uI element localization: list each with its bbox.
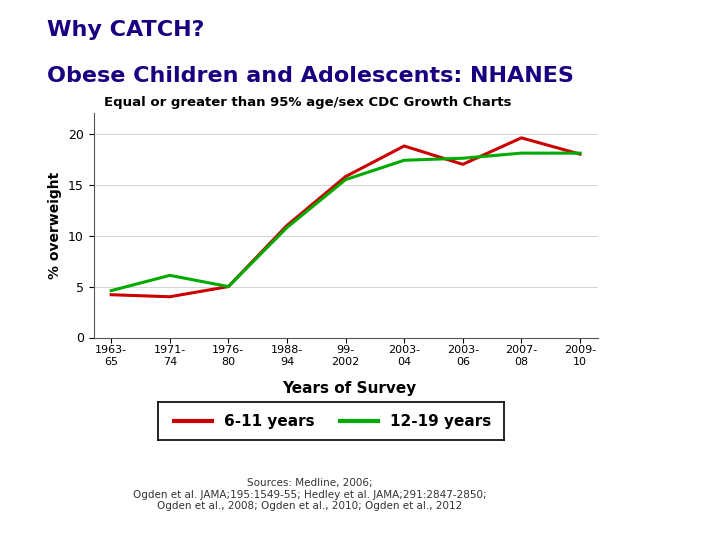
Y-axis label: % overweight: % overweight [48,172,63,279]
Text: Why CATCH?: Why CATCH? [47,20,204,40]
Text: 6-11 years: 6-11 years [224,414,315,429]
Text: Sources: Medline, 2006;
Ogden et al. JAMA;195:1549-55; Hedley et al. JAMA;291:28: Sources: Medline, 2006; Ogden et al. JAM… [132,478,487,511]
Text: 12-19 years: 12-19 years [390,414,491,429]
Text: Obese Children and Adolescents: NHANES: Obese Children and Adolescents: NHANES [47,66,574,86]
Text: Years of Survey: Years of Survey [282,381,416,396]
Text: Equal or greater than 95% age/sex CDC Growth Charts: Equal or greater than 95% age/sex CDC Gr… [104,97,511,110]
